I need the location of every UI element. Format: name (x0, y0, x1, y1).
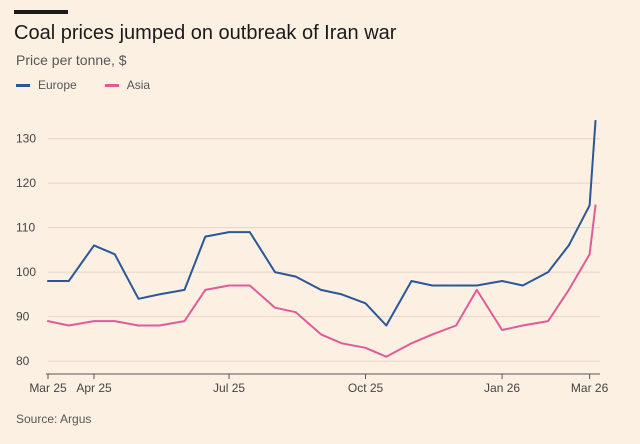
data-point-asia-2 (93, 320, 95, 322)
data-point-europe-9 (249, 231, 251, 233)
chart-subtitle: Price per tonne, $ (16, 52, 127, 68)
header-rule (14, 10, 68, 14)
data-point-asia-24 (588, 253, 591, 256)
data-point-europe-18 (455, 284, 457, 287)
x-tick-label-2: Jul 25 (213, 381, 245, 395)
series-line-europe (47, 119, 597, 327)
x-tick-label-4: Jan 26 (484, 381, 520, 395)
source-note: Source: Argus (16, 412, 92, 426)
y-tick-label-130: 130 (16, 132, 36, 146)
data-point-europe-13 (341, 293, 343, 296)
data-point-europe-24 (588, 204, 591, 207)
data-point-europe-22 (547, 271, 549, 273)
data-point-asia-10 (274, 306, 276, 309)
y-tick-label-90: 90 (16, 310, 30, 324)
data-point-europe-15 (385, 324, 388, 327)
legend-item-asia: Asia (104, 78, 151, 92)
data-point-asia-25 (594, 204, 597, 207)
y-tick-label-120: 120 (16, 176, 36, 190)
y-tick-label-110: 110 (16, 221, 35, 235)
data-point-europe-3 (113, 253, 116, 256)
data-point-asia-18 (455, 324, 457, 327)
x-tick-label-0: Mar 25 (29, 381, 67, 395)
legend-swatch-asia (104, 83, 119, 87)
data-point-europe-6 (183, 289, 186, 291)
data-point-asia-6 (183, 320, 186, 322)
x-tick-label-3: Oct 25 (348, 381, 384, 395)
data-point-asia-12 (320, 333, 322, 336)
data-point-asia-4 (137, 324, 140, 327)
data-point-europe-20 (501, 280, 503, 282)
legend-label-asia: Asia (126, 78, 151, 92)
data-point-europe-7 (204, 235, 207, 238)
data-point-europe-14 (364, 302, 367, 305)
data-point-asia-9 (249, 284, 251, 287)
data-point-europe-17 (431, 284, 434, 287)
data-point-europe-19 (476, 284, 478, 287)
data-point-asia-5 (158, 324, 161, 327)
data-point-asia-22 (547, 320, 549, 322)
data-point-asia-8 (228, 284, 230, 287)
data-point-asia-15 (385, 355, 388, 358)
data-point-asia-13 (341, 342, 343, 345)
data-point-asia-1 (67, 324, 70, 327)
data-point-europe-2 (93, 244, 95, 247)
data-point-europe-21 (522, 284, 524, 287)
legend-swatch-europe (16, 83, 30, 87)
data-point-europe-10 (274, 271, 276, 273)
data-point-europe-23 (568, 244, 570, 247)
series-line-asia (47, 204, 597, 358)
data-point-europe-11 (295, 275, 297, 278)
x-tick-label-5: Mar 26 (571, 381, 609, 395)
data-point-asia-0 (47, 320, 49, 322)
data-point-europe-25 (594, 120, 597, 122)
legend: Europe Asia (16, 78, 178, 92)
data-point-asia-23 (568, 289, 570, 291)
chart-title: Coal prices jumped on outbreak of Iran w… (14, 22, 397, 44)
data-point-europe-1 (67, 280, 70, 282)
x-tick-label-1: Apr 25 (76, 381, 112, 395)
data-point-asia-14 (364, 346, 367, 349)
data-point-asia-11 (295, 311, 297, 313)
data-point-europe-4 (137, 298, 140, 300)
data-point-asia-17 (431, 333, 434, 336)
data-point-europe-5 (158, 293, 161, 296)
data-point-asia-20 (501, 329, 503, 331)
y-tick-label-100: 100 (16, 265, 36, 279)
legend-label-europe: Europe (38, 78, 77, 92)
data-point-asia-19 (476, 289, 478, 291)
y-tick-label-80: 80 (16, 354, 30, 368)
data-point-europe-0 (47, 280, 49, 282)
data-point-asia-16 (410, 342, 413, 345)
data-point-europe-12 (320, 289, 322, 291)
data-point-europe-16 (410, 280, 413, 282)
data-point-asia-21 (522, 324, 524, 327)
legend-item-europe: Europe (16, 78, 77, 92)
data-point-europe-8 (228, 231, 230, 233)
data-point-asia-3 (113, 320, 116, 322)
data-point-asia-7 (204, 289, 207, 291)
